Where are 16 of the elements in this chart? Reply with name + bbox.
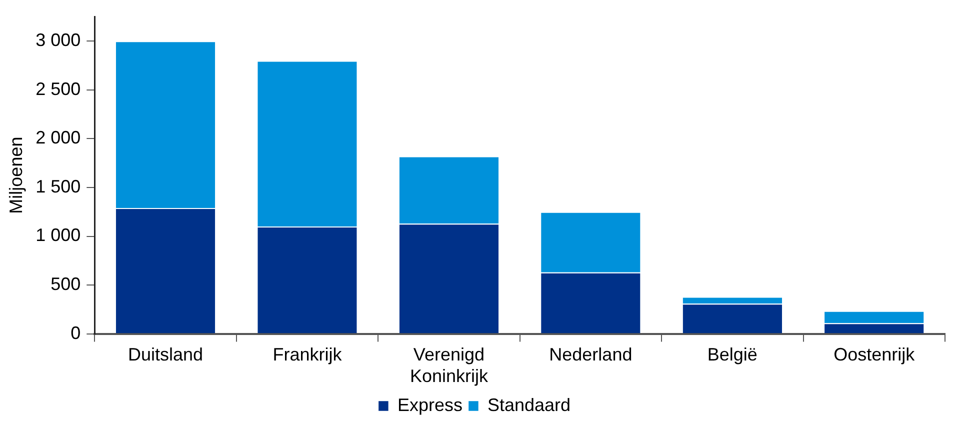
x-tick-label: Duitsland bbox=[128, 344, 204, 365]
y-tick-label: 500 bbox=[50, 274, 81, 294]
y-tick-label: 1 000 bbox=[36, 225, 81, 246]
x-tick-label: Verenigd Koninkrijk bbox=[410, 344, 489, 386]
x-tick-label: België bbox=[707, 344, 758, 365]
y-tick-label: 0 bbox=[70, 322, 81, 343]
y-tick-label: 2 000 bbox=[36, 128, 81, 148]
x-tick-label: Frankrijk bbox=[272, 344, 343, 365]
y-tick-label: 1 500 bbox=[36, 176, 81, 196]
y-axis-title: Miljoenen bbox=[6, 136, 26, 214]
x-tick-label: Oostenrijk bbox=[834, 344, 916, 365]
x-tick-label: Nederland bbox=[549, 344, 632, 365]
y-tick-label: 3 000 bbox=[36, 30, 81, 50]
y-tick-label: 2 500 bbox=[36, 78, 81, 99]
legend-label: Standaard bbox=[487, 394, 571, 415]
legend-label: Express bbox=[397, 394, 462, 415]
